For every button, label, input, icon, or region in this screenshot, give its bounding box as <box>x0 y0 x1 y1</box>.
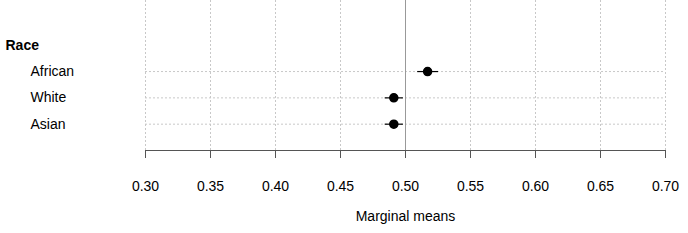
svg-text:0.35: 0.35 <box>197 178 224 194</box>
svg-text:0.60: 0.60 <box>522 178 549 194</box>
svg-text:Race: Race <box>6 37 40 53</box>
svg-text:0.70: 0.70 <box>652 178 679 194</box>
svg-text:0.40: 0.40 <box>262 178 289 194</box>
svg-text:0.30: 0.30 <box>132 178 159 194</box>
svg-text:Marginal means: Marginal means <box>356 208 456 224</box>
svg-text:0.50: 0.50 <box>392 178 419 194</box>
svg-text:0.45: 0.45 <box>327 178 354 194</box>
svg-text:African: African <box>31 63 75 79</box>
svg-text:Asian: Asian <box>31 116 66 132</box>
svg-text:0.65: 0.65 <box>587 178 614 194</box>
svg-text:0.55: 0.55 <box>457 178 484 194</box>
svg-text:White: White <box>31 89 67 105</box>
